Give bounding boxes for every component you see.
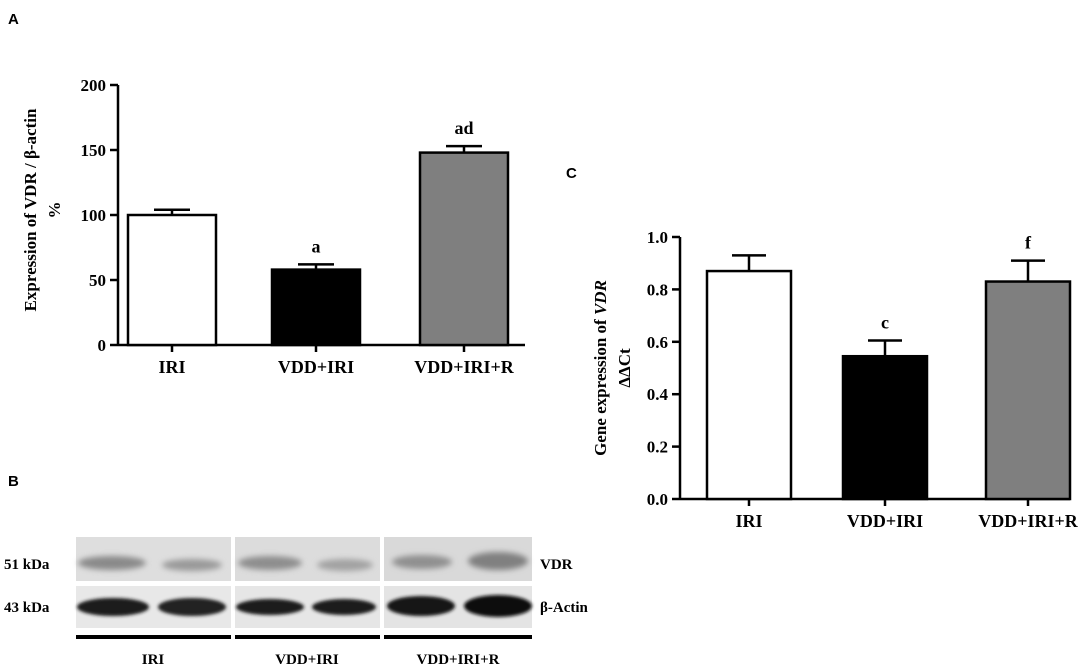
chart-a-ytick-label: 100 <box>81 206 107 225</box>
blot-kda-actin: 43 kDa <box>4 600 50 616</box>
band-actin-2 <box>158 598 226 616</box>
chart-c-ytick-label: 0.0 <box>647 490 668 509</box>
chart-a-significance-label: a <box>312 236 321 256</box>
chart-a-ylabel-line2: % <box>45 202 64 219</box>
chart-a-bar <box>270 268 362 347</box>
chart-c-category-label: IRI <box>735 511 762 531</box>
blot-protein-actin: β-Actin <box>540 600 589 616</box>
band-vdr-6 <box>468 552 528 570</box>
blot-group-label-2: VDD+IRI <box>275 652 339 668</box>
chart-a-ytick-label: 0 <box>98 336 107 355</box>
chart-c-ytick-label: 0.6 <box>647 333 668 352</box>
band-vdr-5 <box>392 555 452 569</box>
blot-group-label-1: IRI <box>142 652 165 668</box>
band-actin-3 <box>236 599 304 615</box>
chart-c-bar <box>984 280 1072 501</box>
chart-a-ylabel-line1: Expression of VDR / β-actin <box>21 108 40 311</box>
chart-c-ytick-label: 0.8 <box>647 280 668 299</box>
western-blot: 51 kDa 43 kDa VDR β-Actin IRI VDD+IRI VD… <box>4 537 589 668</box>
chart-a: Expression of VDR / β-actin % 0 50 100 150 2… <box>21 76 525 377</box>
band-actin-1 <box>77 598 149 616</box>
chart-a-bar <box>126 213 218 347</box>
chart-a-ytick-label: 50 <box>89 271 106 290</box>
chart-c-ylabel-line1: Gene expression of VDR <box>591 280 610 456</box>
band-actin-4 <box>312 599 376 615</box>
chart-c-category-label: VDD+IRI+R <box>978 511 1079 531</box>
blot-protein-vdr: VDR <box>540 557 573 573</box>
chart-c-significance-label: c <box>881 312 889 332</box>
band-actin-5 <box>387 596 455 616</box>
chart-c-bar <box>705 269 793 501</box>
chart-a-ytick-label: 200 <box>81 76 107 95</box>
blot-group-label-3: VDD+IRI+R <box>417 652 500 668</box>
chart-c-ytick-label: 1.0 <box>647 228 668 247</box>
chart-a-significance-label: ad <box>454 118 473 138</box>
chart-a-category-label: VDD+IRI+R <box>414 357 515 377</box>
band-actin-6 <box>464 595 532 617</box>
band-vdr-2 <box>162 559 222 571</box>
panel-letter-a: A <box>8 11 19 28</box>
chart-a-category-label: VDD+IRI <box>278 357 354 377</box>
chart-c-bar <box>841 354 929 501</box>
band-vdr-4 <box>317 559 373 571</box>
band-vdr-3 <box>238 556 302 570</box>
chart-c-category-label: VDD+IRI <box>847 511 923 531</box>
chart-c-ytick-label: 0.4 <box>647 385 669 404</box>
chart-a-bar <box>418 151 510 347</box>
panel-letter-c: C <box>566 165 577 182</box>
blot-group-line-1 <box>76 635 231 639</box>
chart-c-ylabel-line2: ΔΔCt <box>615 348 634 388</box>
band-vdr-1 <box>78 556 146 570</box>
chart-a-ytick-label: 150 <box>81 141 107 160</box>
blot-group-line-2 <box>235 635 380 639</box>
chart-c-significance-label: f <box>1025 233 1032 253</box>
blot-kda-vdr: 51 kDa <box>4 557 50 573</box>
chart-c-ytick-label: 0.2 <box>647 438 668 457</box>
chart-c: Gene expression of VDR ΔΔCt 0.0 0.2 0.4 0.6… <box>591 228 1079 531</box>
chart-a-category-label: IRI <box>158 357 185 377</box>
chart-c-ylabel-prefix: Gene expression of <box>591 315 610 456</box>
chart-c-ylabel-italic: VDR <box>591 280 610 315</box>
panel-letter-b: B <box>8 473 19 490</box>
blot-group-line-3 <box>384 635 532 639</box>
